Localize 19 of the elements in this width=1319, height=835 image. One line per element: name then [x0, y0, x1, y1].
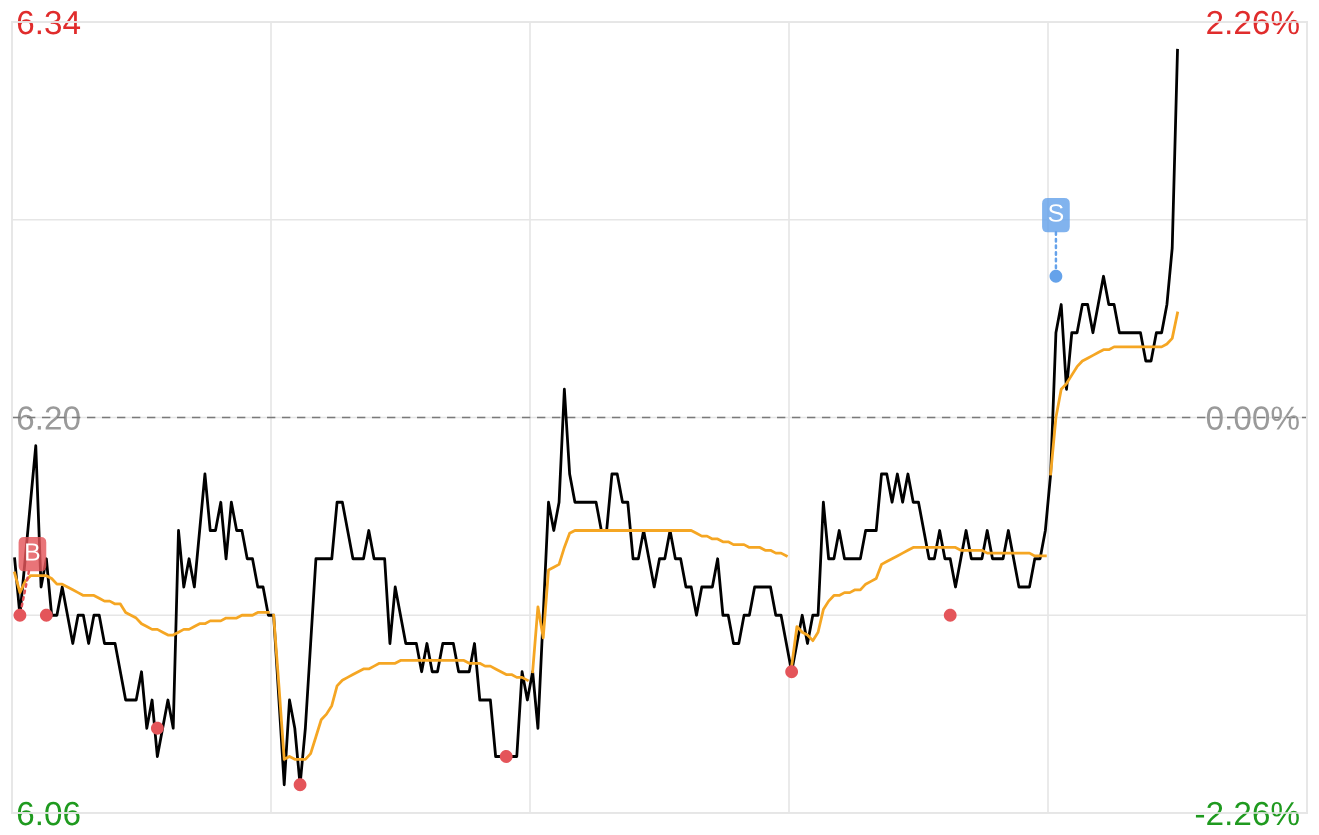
y2-tick-label: 0.00% — [1206, 406, 1299, 430]
point — [150, 721, 164, 735]
y2-tick-label: 2.26% — [1207, 10, 1299, 35]
point — [293, 778, 307, 792]
point — [499, 750, 513, 763]
point — [785, 665, 799, 679]
y-tick-label: 6.06 — [17, 801, 80, 826]
data-label: S — [1048, 204, 1064, 222]
y-tick-label: 6.34 — [17, 10, 81, 35]
point — [943, 608, 957, 622]
point — [13, 608, 27, 622]
point — [39, 608, 53, 622]
point — [1049, 269, 1063, 283]
line-series — [531, 529, 788, 674]
line-series — [13, 571, 270, 637]
line-series — [1049, 311, 1179, 476]
line-series — [272, 613, 529, 761]
y2-tick-label: -2.26% — [1195, 801, 1299, 826]
data-label: B — [26, 543, 40, 561]
